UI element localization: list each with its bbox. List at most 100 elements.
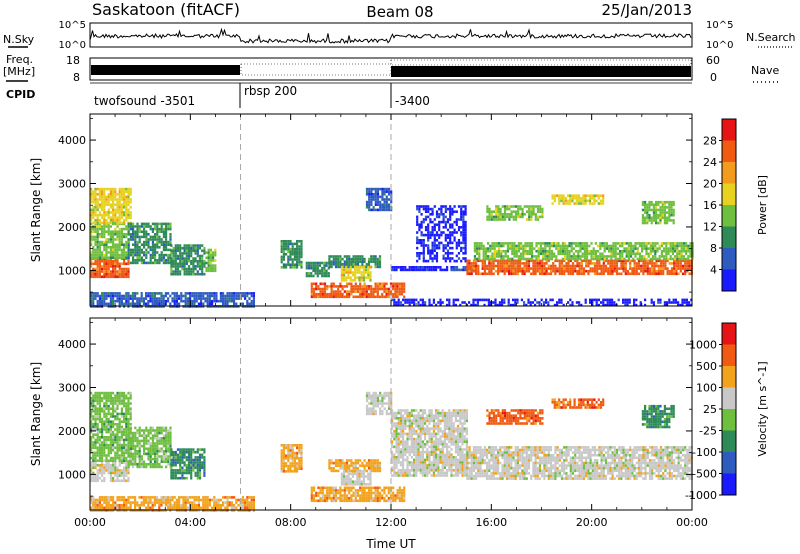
echo-cell [109,256,112,259]
echo-cell [580,259,583,263]
echo-cell [665,255,668,258]
echo-cell [444,233,447,237]
echo-cell [622,298,625,302]
echo-cell [107,423,110,426]
echo-cell [312,274,315,278]
echo-cell [192,257,195,260]
echo-cell [435,266,438,269]
echo-cell [492,262,495,265]
echo-cell [640,269,643,273]
echo-cell [489,257,492,261]
echo-cell [92,270,95,273]
echo-cell [478,255,481,258]
echo-cell [542,255,545,258]
echo-cell [92,262,95,266]
echo-cell [604,269,608,273]
echo-cell [118,428,121,431]
echo-cell [691,255,694,258]
echo-cell [118,211,121,214]
echo-cell [129,434,132,437]
echo-cell [370,187,373,191]
echo-cell [506,247,509,250]
echo-cell [90,471,93,475]
echo-cell [648,206,651,209]
echo-cell [369,271,372,274]
echo-cell [516,262,519,265]
echo-cell [541,272,544,276]
echo-cell [116,272,119,276]
colorbar-label: Power [dB] [756,175,769,235]
echo-cell [105,446,108,449]
echo-cell [136,230,139,233]
echo-cell [413,298,416,302]
echo-cell [138,465,141,469]
echo-cell [194,456,197,459]
echo-cell [101,195,104,199]
echo-cell [179,257,182,260]
echo-cell [359,255,362,258]
echo-cell [530,210,533,213]
echo-cell [174,257,177,260]
echo-cell [381,282,384,286]
y-tick-label: 1000 [58,264,86,277]
echo-cell [588,197,592,200]
echo-cell [631,269,634,273]
echo-cell [127,438,130,442]
echo-cell [134,294,137,298]
echo-cell [517,247,520,250]
echo-cell [140,297,143,300]
echo-cell [576,269,579,273]
echo-cell [652,211,655,214]
echo-cell [204,297,207,300]
echo-cell [314,266,317,270]
echo-cell [588,249,591,253]
echo-cell [682,242,685,245]
echo-cell [127,476,130,480]
echo-cell [499,267,502,270]
echo-cell [462,226,465,229]
echo-cell [167,299,170,303]
echo-cell [665,242,668,245]
echo-cell [340,266,343,269]
echo-cell [94,227,97,231]
echo-cell [546,249,549,253]
echo-cell [98,397,101,400]
echo-cell [661,213,664,217]
echo-cell [140,256,143,259]
echo-cell [578,301,581,304]
echo-cell [572,255,575,258]
echo-cell [491,252,494,256]
echo-cell [190,463,193,467]
echo-cell [169,455,172,458]
echo-cell [127,420,130,423]
echo-cell [127,200,130,204]
echo-cell [512,264,515,268]
echo-cell [565,267,568,270]
echo-cell [387,287,390,291]
echo-cell [368,208,371,212]
echo-cell [636,249,639,253]
echo-cell [661,206,664,209]
echo-cell [446,244,450,247]
echo-cell [493,252,496,256]
echo-cell [330,265,333,269]
echo-cell [611,301,614,304]
echo-cell [648,213,651,217]
echo-cell [154,444,157,448]
echo-cell [627,247,630,250]
echo-cell [577,194,581,197]
echo-cell [444,207,447,211]
echo-cell [418,241,421,245]
echo-cell [462,210,465,213]
echo-cell [170,252,173,255]
echo-cell [127,407,130,410]
echo-cell [129,410,132,413]
echo-cell [138,248,141,252]
colorbar-segment [722,140,736,162]
echo-cell [120,425,123,429]
echo-cell [136,439,139,443]
echo-cell [107,417,110,421]
echo-cell [125,443,128,447]
echo-cell [513,249,516,253]
echo-cell [557,244,560,248]
